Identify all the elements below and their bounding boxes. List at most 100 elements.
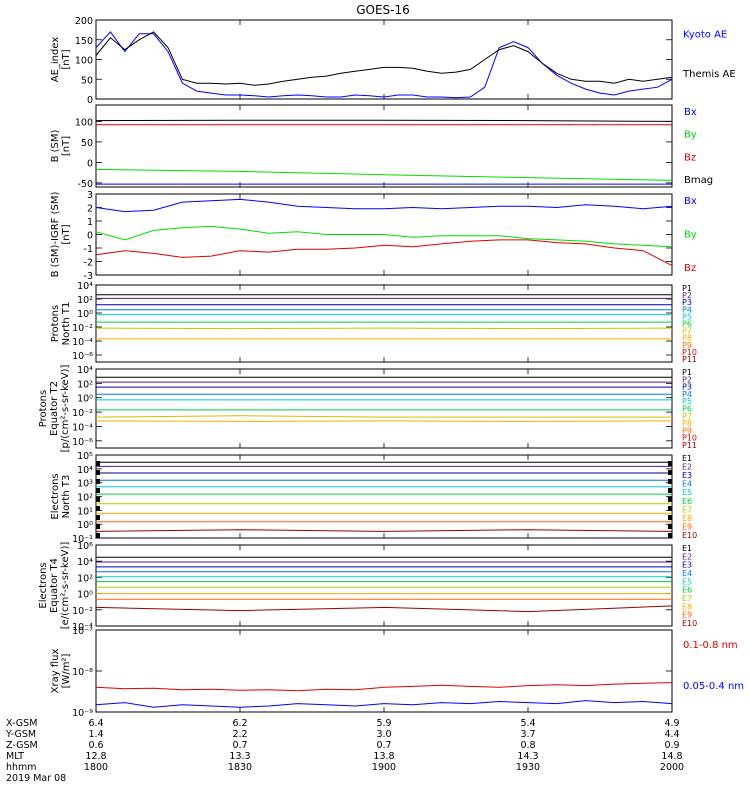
legend-P3: P3 [682,298,692,307]
edge-marker [96,524,100,529]
edge-marker [668,461,672,466]
footer-value: 14.3 [517,751,538,762]
legend-P4: P4 [682,390,692,399]
y-tick-label: 10⁵ [77,451,93,462]
footer-value: 2.2 [232,729,247,740]
y-axis-label-line: North T1 [61,302,72,346]
series-line-E10 [95,605,673,613]
y-tick-label: 10³ [77,479,93,490]
y-axis-label-line: Electrons [38,562,49,608]
y-axis-label-line: B (SM) [50,129,61,162]
edge-marker [96,461,100,466]
series-line-0.05-0.4 nm [95,700,673,708]
footer-value: 0.9 [664,740,679,751]
legend-Bx: Bx [684,107,697,118]
edge-marker [96,515,100,520]
footer-label-Y-GSM: Y-GSM [5,729,36,740]
footer-value: 13.8 [373,751,394,762]
y-tick-label: 10² [77,493,93,504]
y-tick-label: 10⁻⁹ [72,708,93,719]
y-tick-label: 10² [77,379,93,390]
footer-value: 1800 [84,762,108,773]
legend-P10: P10 [682,434,697,443]
footer-value: 1.4 [88,729,103,740]
edge-marker [96,470,100,475]
y-axis-label-line: Protons [50,305,61,342]
y-tick-label: 2 [87,204,93,215]
y-tick-label: 3 [87,190,93,201]
legend-E10: E10 [682,531,697,540]
panel-frame [95,368,673,449]
legend-E8: E8 [682,514,692,523]
y-tick-label: -1 [84,244,93,255]
legend-0.1-0.8 nm: 0.1-0.8 nm [683,640,738,651]
y-tick-label: 10⁻⁷ [72,626,93,637]
legend-By: By [684,230,697,241]
legend-E4: E4 [682,480,692,489]
y-tick-label: 10⁻² [72,323,93,334]
legend-P2: P2 [682,291,692,300]
series-line-Bmag [95,119,673,122]
legend-P9: P9 [682,426,692,435]
y-axis-label: Electrons North T3 [50,473,72,519]
panel-frame [95,284,673,363]
legend-P8: P8 [682,419,692,428]
y-tick-label: 10¹ [77,506,93,517]
footer-date: 2019 Mar 08 [6,773,66,784]
y-tick-label: 10⁻² [72,408,93,419]
legend-E1: E1 [682,454,692,463]
footer-value: 4.4 [664,729,679,740]
footer-label-X-GSM: X-GSM [6,718,37,729]
y-axis-label-line: North T3 [61,475,72,519]
footer-value: 5.4 [520,718,535,729]
y-axis-label-line: [e/(cm²-s-sr-keV)] [60,542,71,630]
y-tick-label: 0 [87,158,93,169]
legend-Bz: Bz [684,152,696,163]
panel-8: 10⁻⁷ 10⁻⁸ 10⁻⁹ Xray flux [W/m²] 0.1-0.8 nm 0.0… [50,626,744,719]
edge-marker [96,479,100,484]
legend-P5: P5 [682,397,692,406]
edge-marker [668,524,672,529]
y-tick-label: 10² [77,295,93,306]
footer-value: 1830 [228,762,252,773]
legend-P6: P6 [682,320,692,329]
y-axis-label-line: [p/(cm²-s-sr-keV)] [60,365,71,453]
y-tick-label: 10⁶ [77,541,93,552]
legend-P11: P11 [682,441,697,450]
y-axis-label-line: [nT] [61,49,72,69]
edge-marker [668,533,672,538]
legend-Bmag: Bmag [684,175,713,186]
panel-frame [95,454,673,539]
legend-E1: E1 [682,544,692,553]
legend-Bz: Bz [684,263,696,274]
legend-Bx: Bx [684,196,697,207]
y-tick-label: -50 [77,179,93,190]
series-line-Themis AE [95,31,673,86]
y-tick-label: 10⁻⁴ [72,422,93,433]
edge-marker [668,488,672,493]
legend-E6: E6 [682,586,692,595]
legend-E5: E5 [682,488,692,497]
legend-P7: P7 [682,412,692,421]
y-tick-label: 50 [81,138,93,149]
y-tick-label: 10⁻⁴ [72,337,93,348]
y-axis-label-line: Protons [38,390,49,427]
y-axis-label-line: Equator T2 [49,381,60,436]
legend-E7: E7 [682,594,692,603]
footer-value: 1900 [372,762,396,773]
panel-3: -3 -2 -1 0 1 2 3 B (SM)-IGRF (SM) [nT] Bx By Bz [50,190,697,282]
footer-value: 3.0 [376,729,391,740]
footer-value: 1930 [516,762,540,773]
y-tick-label: 10² [77,573,93,584]
y-tick-label: 10⁻⁶ [72,351,93,362]
y-tick-label: 1 [87,217,93,228]
legend-P1: P1 [682,368,692,377]
y-tick-label: 10⁰ [77,309,93,320]
footer-value: 13.3 [229,751,250,762]
legend-P8: P8 [682,334,692,343]
